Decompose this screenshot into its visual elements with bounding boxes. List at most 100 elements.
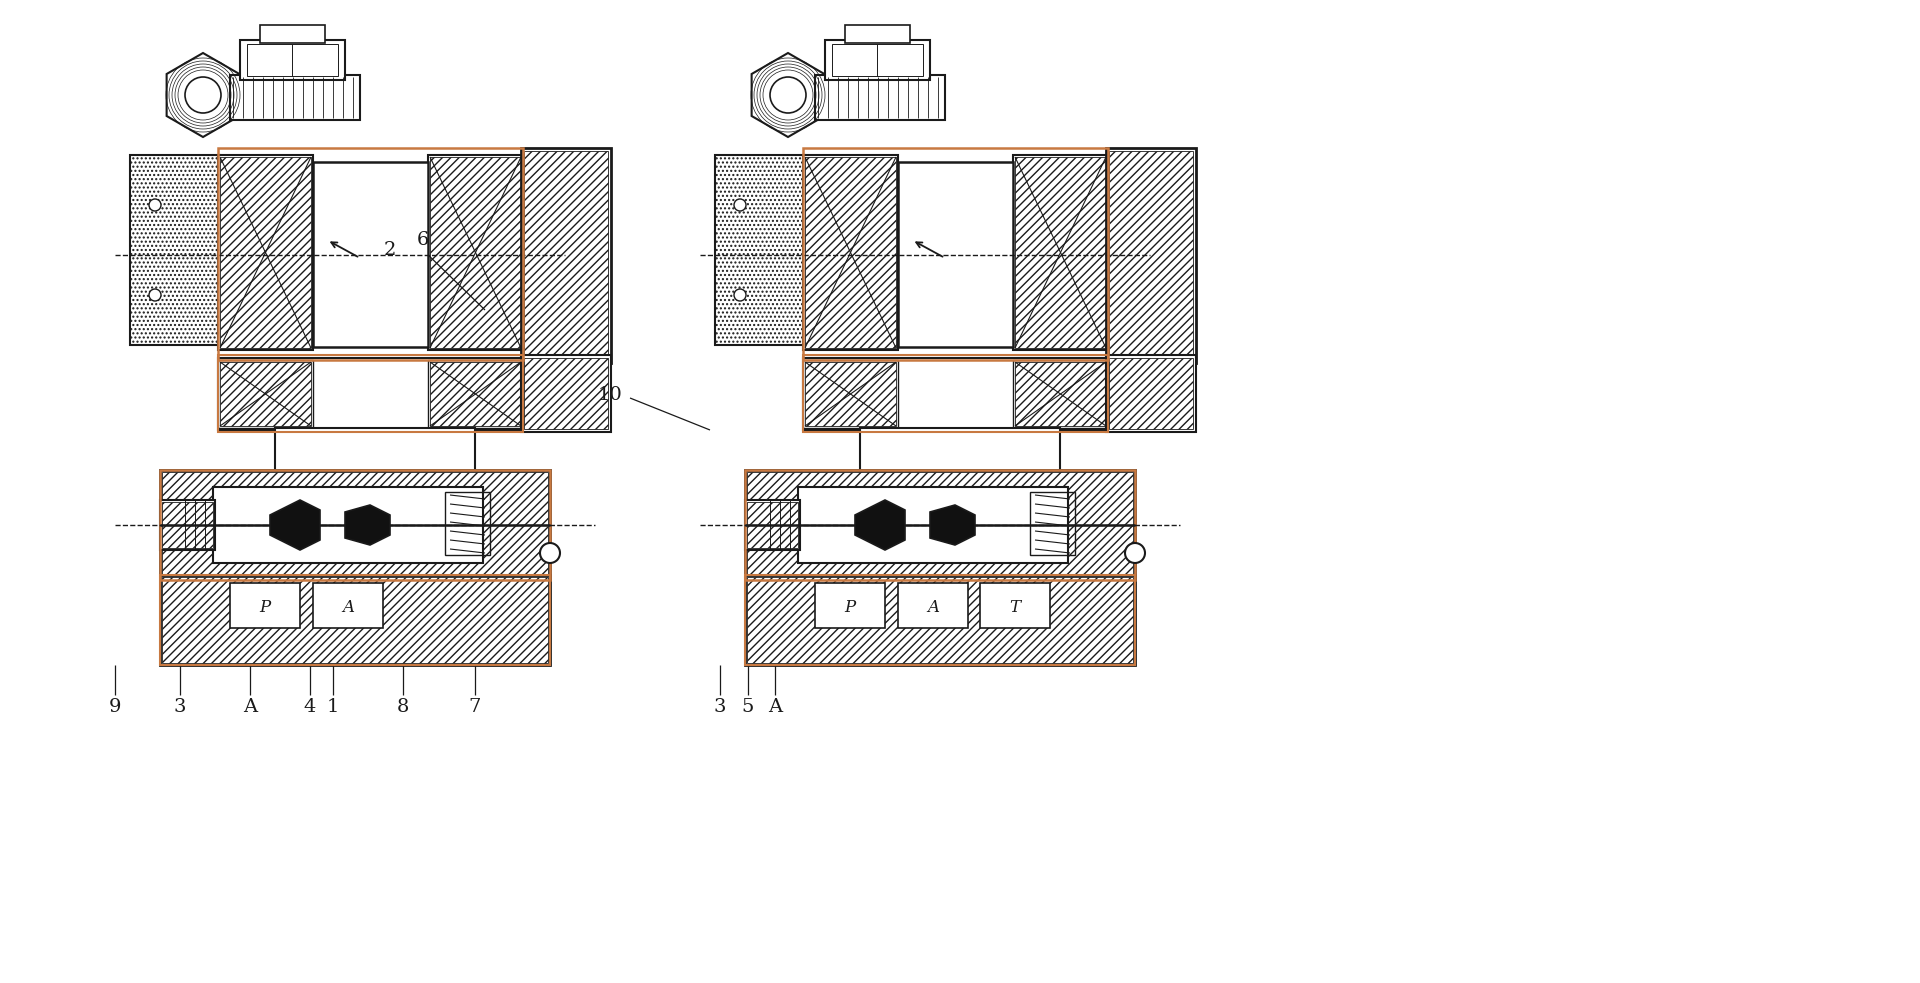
Bar	[804, 157, 897, 348]
Bar	[428, 360, 522, 428]
Bar	[159, 470, 549, 580]
Bar	[430, 157, 520, 348]
Bar	[221, 157, 311, 348]
Text: 9: 9	[109, 698, 121, 716]
Bar	[803, 358, 1108, 430]
Bar	[428, 155, 522, 350]
Bar	[745, 500, 801, 550]
Bar	[745, 575, 1135, 665]
Bar	[131, 155, 221, 345]
Text: P: P	[259, 600, 271, 616]
Bar	[159, 575, 549, 665]
Bar	[159, 470, 549, 580]
Bar	[979, 583, 1050, 628]
Polygon shape	[854, 500, 904, 550]
Text: 3: 3	[173, 698, 186, 716]
Bar	[230, 583, 300, 628]
Bar	[845, 25, 910, 43]
Bar	[219, 360, 313, 428]
Text: 8: 8	[397, 698, 409, 716]
Bar	[803, 155, 899, 350]
Bar	[745, 470, 1135, 580]
Bar	[899, 583, 968, 628]
Bar	[1014, 155, 1108, 350]
Circle shape	[770, 77, 806, 113]
Polygon shape	[271, 500, 321, 550]
Circle shape	[150, 289, 161, 301]
Text: A: A	[927, 600, 939, 616]
Polygon shape	[929, 505, 975, 545]
Bar	[831, 44, 924, 76]
Text: T: T	[1010, 600, 1021, 616]
Bar	[1016, 362, 1106, 426]
Bar	[445, 492, 490, 555]
Bar	[259, 25, 324, 43]
Circle shape	[184, 77, 221, 113]
Bar	[161, 502, 213, 548]
Bar	[520, 148, 611, 363]
Polygon shape	[751, 53, 824, 137]
Bar	[1016, 157, 1106, 348]
Bar	[803, 355, 1108, 432]
Circle shape	[733, 289, 747, 301]
Bar	[430, 362, 520, 426]
Polygon shape	[346, 505, 390, 545]
Circle shape	[150, 199, 161, 211]
Bar	[159, 500, 215, 550]
Text: 10: 10	[597, 386, 622, 404]
Bar	[814, 75, 945, 120]
Circle shape	[540, 543, 561, 563]
Bar	[747, 577, 1133, 663]
Text: 6: 6	[417, 231, 430, 249]
Bar	[219, 355, 522, 432]
Text: 4: 4	[303, 698, 317, 716]
Bar	[313, 583, 382, 628]
Text: A: A	[342, 600, 353, 616]
Bar	[240, 40, 346, 80]
Bar	[524, 151, 609, 360]
Bar	[524, 358, 609, 429]
Bar	[747, 472, 1133, 578]
Bar	[826, 40, 929, 80]
Bar	[161, 577, 547, 663]
Text: 2: 2	[384, 241, 396, 259]
Bar	[714, 155, 804, 345]
Bar	[803, 360, 899, 428]
Bar	[860, 428, 1060, 476]
Bar	[814, 583, 885, 628]
Bar	[1110, 358, 1192, 429]
Bar	[219, 155, 313, 350]
Text: 7: 7	[468, 698, 482, 716]
Bar	[899, 162, 1014, 347]
Bar	[803, 148, 1108, 360]
Text: P: P	[845, 600, 856, 616]
Text: 5: 5	[741, 698, 755, 716]
Bar	[248, 44, 338, 76]
Text: A: A	[768, 698, 781, 716]
Circle shape	[1125, 543, 1144, 563]
Bar	[799, 487, 1068, 563]
Bar	[313, 162, 428, 347]
Bar	[221, 362, 311, 426]
Bar	[275, 428, 474, 476]
Bar	[213, 487, 484, 563]
Bar	[1110, 151, 1192, 360]
Bar	[219, 148, 522, 360]
Bar	[1106, 355, 1196, 432]
Text: A: A	[244, 698, 257, 716]
Bar	[1106, 148, 1196, 363]
Text: 3: 3	[714, 698, 726, 716]
Bar	[161, 472, 547, 578]
Polygon shape	[167, 53, 240, 137]
Bar	[1014, 360, 1108, 428]
Text: 1: 1	[326, 698, 340, 716]
Bar	[747, 502, 799, 548]
Bar	[159, 575, 549, 665]
Bar	[745, 575, 1135, 665]
Circle shape	[733, 199, 747, 211]
Bar	[520, 355, 611, 432]
Bar	[219, 358, 522, 430]
Bar	[804, 362, 897, 426]
Bar	[1029, 492, 1075, 555]
Bar	[745, 470, 1135, 580]
